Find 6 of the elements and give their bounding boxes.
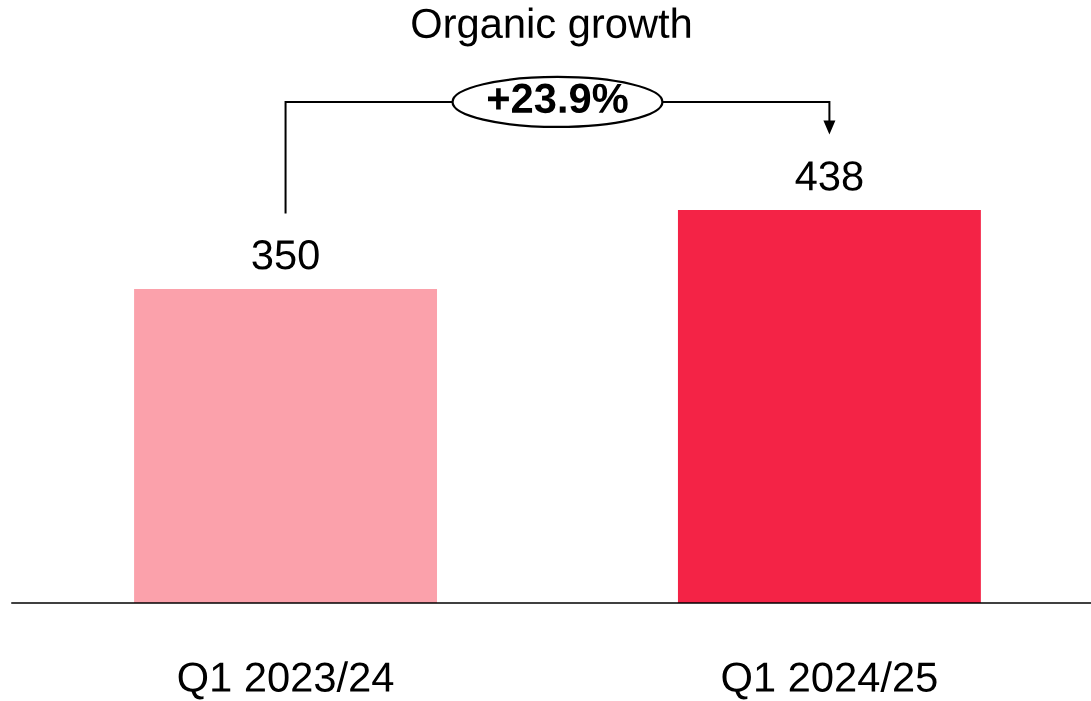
data-label: 350 [252,240,319,270]
x-tick-label: Q1 2023/24 [178,661,394,700]
chart-title: Organic growth [412,7,691,47]
data-label: 438 [795,161,863,191]
x-tick-label: Q1 2024/25 [722,661,937,700]
text: +23.9% [488,83,628,114]
